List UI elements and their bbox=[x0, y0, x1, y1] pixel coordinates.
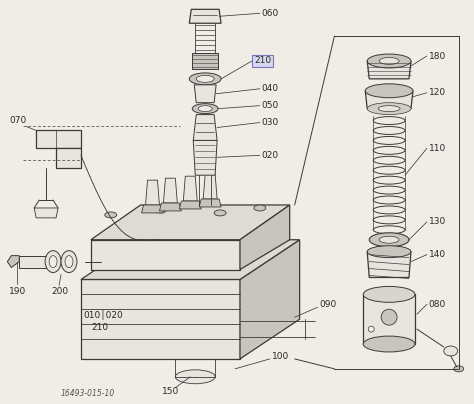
Polygon shape bbox=[183, 176, 197, 201]
Polygon shape bbox=[203, 174, 217, 199]
Polygon shape bbox=[240, 240, 300, 359]
Polygon shape bbox=[199, 199, 221, 207]
Text: 200: 200 bbox=[51, 287, 68, 296]
Text: 070: 070 bbox=[9, 116, 27, 125]
Text: 030: 030 bbox=[262, 118, 279, 127]
Text: 060: 060 bbox=[262, 9, 279, 18]
Polygon shape bbox=[367, 252, 411, 278]
Text: 100: 100 bbox=[272, 352, 289, 362]
Ellipse shape bbox=[214, 210, 226, 216]
Ellipse shape bbox=[175, 370, 215, 384]
Ellipse shape bbox=[363, 336, 415, 352]
Text: 130: 130 bbox=[429, 217, 446, 226]
Polygon shape bbox=[36, 130, 81, 148]
Ellipse shape bbox=[254, 205, 266, 211]
Ellipse shape bbox=[379, 57, 399, 65]
Ellipse shape bbox=[367, 54, 411, 68]
Ellipse shape bbox=[367, 103, 411, 115]
Ellipse shape bbox=[381, 309, 397, 325]
Polygon shape bbox=[142, 205, 164, 213]
Polygon shape bbox=[19, 256, 46, 267]
Polygon shape bbox=[179, 201, 201, 209]
Text: 140: 140 bbox=[429, 250, 446, 259]
Polygon shape bbox=[91, 205, 290, 240]
Polygon shape bbox=[146, 180, 159, 205]
Ellipse shape bbox=[189, 73, 221, 85]
Polygon shape bbox=[81, 240, 300, 280]
Text: 180: 180 bbox=[429, 52, 446, 61]
Ellipse shape bbox=[378, 106, 400, 112]
Ellipse shape bbox=[196, 76, 214, 82]
Polygon shape bbox=[56, 148, 81, 168]
Polygon shape bbox=[365, 91, 413, 109]
Text: 020: 020 bbox=[262, 151, 279, 160]
Ellipse shape bbox=[65, 256, 73, 267]
Polygon shape bbox=[159, 203, 182, 211]
Text: 120: 120 bbox=[429, 88, 446, 97]
Ellipse shape bbox=[444, 346, 458, 356]
Polygon shape bbox=[193, 115, 217, 141]
Polygon shape bbox=[91, 240, 240, 269]
Polygon shape bbox=[34, 208, 58, 218]
Text: 110: 110 bbox=[429, 144, 446, 153]
Polygon shape bbox=[8, 256, 19, 267]
Ellipse shape bbox=[198, 106, 212, 112]
Polygon shape bbox=[194, 85, 216, 103]
Polygon shape bbox=[192, 53, 218, 69]
Ellipse shape bbox=[369, 233, 409, 247]
Ellipse shape bbox=[365, 84, 413, 98]
Text: 080: 080 bbox=[429, 300, 446, 309]
Text: 010│020: 010│020 bbox=[83, 309, 123, 320]
Ellipse shape bbox=[363, 286, 415, 302]
Polygon shape bbox=[164, 178, 177, 203]
Polygon shape bbox=[193, 141, 217, 175]
Ellipse shape bbox=[155, 207, 166, 213]
Text: 150: 150 bbox=[163, 387, 180, 396]
Text: 050: 050 bbox=[262, 101, 279, 110]
Ellipse shape bbox=[454, 366, 464, 372]
Ellipse shape bbox=[368, 326, 374, 332]
Ellipse shape bbox=[379, 236, 399, 243]
Text: 190: 190 bbox=[9, 287, 27, 296]
Polygon shape bbox=[81, 280, 240, 359]
Text: 16493-015-10: 16493-015-10 bbox=[61, 389, 115, 398]
Text: 210: 210 bbox=[254, 57, 271, 65]
Polygon shape bbox=[240, 205, 290, 269]
Polygon shape bbox=[367, 61, 411, 79]
Ellipse shape bbox=[45, 250, 61, 273]
Polygon shape bbox=[363, 295, 415, 344]
Text: 210: 210 bbox=[91, 323, 108, 332]
Text: 040: 040 bbox=[262, 84, 279, 93]
Ellipse shape bbox=[49, 256, 57, 267]
Ellipse shape bbox=[367, 246, 411, 258]
Ellipse shape bbox=[192, 104, 218, 114]
Ellipse shape bbox=[61, 250, 77, 273]
Ellipse shape bbox=[105, 212, 117, 218]
Polygon shape bbox=[189, 9, 221, 23]
Text: 090: 090 bbox=[319, 300, 337, 309]
